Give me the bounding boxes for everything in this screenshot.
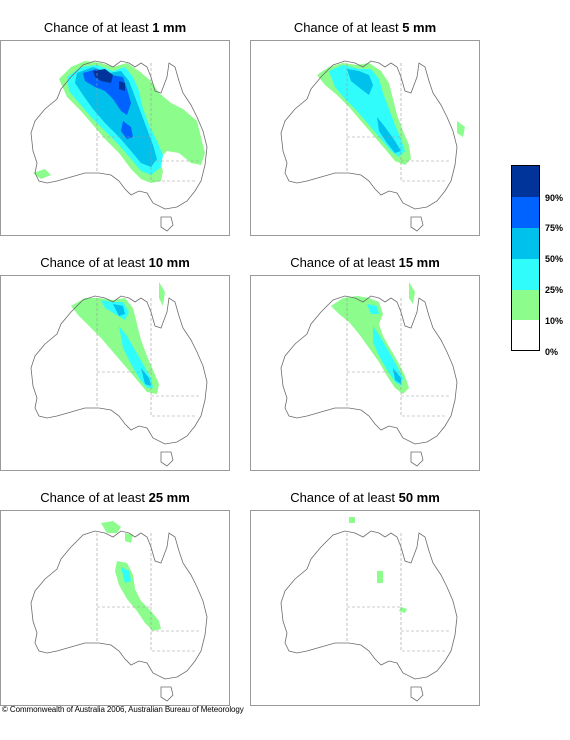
legend-swatch-0 xyxy=(512,320,539,350)
legend-label-50: 50% xyxy=(545,254,564,264)
australia-coastline xyxy=(280,530,458,680)
panel-amount: 1 mm xyxy=(152,20,187,35)
zone-50pct xyxy=(347,69,373,95)
map-panel-5mm: Chance of at least 5 mm xyxy=(250,20,480,270)
zone-90pct xyxy=(119,81,125,91)
panel-amount: 50 mm xyxy=(398,490,440,505)
zone-25pct xyxy=(121,567,131,583)
probability-legend: 90% 75% 50% 25% 10% 0% xyxy=(511,165,570,357)
australia-map xyxy=(30,521,208,702)
legend-swatch-25 xyxy=(512,259,539,290)
tasmania-outline xyxy=(410,216,424,232)
state-borders xyxy=(96,298,201,417)
zone-50pct xyxy=(377,117,401,153)
state-borders xyxy=(346,533,451,652)
zone-10pct xyxy=(399,607,407,613)
zone-75pct xyxy=(83,69,131,115)
zone-10pct xyxy=(101,521,121,533)
panel-title: Chance of at least 50 mm xyxy=(290,490,440,505)
legend-swatch-10 xyxy=(512,290,539,320)
australia-map xyxy=(280,60,465,232)
map-panel-25mm: Chance of at least 25 mm xyxy=(0,490,230,740)
state-borders xyxy=(96,63,201,182)
legend-label-10: 10% xyxy=(545,316,564,326)
zone-10pct xyxy=(457,121,465,137)
map-frame xyxy=(250,510,480,706)
australia-map xyxy=(280,282,458,467)
zone-10pct xyxy=(349,517,355,523)
legend-label-25: 25% xyxy=(545,285,564,295)
zone-10pct xyxy=(33,169,51,179)
panel-title: Chance of at least 25 mm xyxy=(40,490,190,505)
legend-swatch-75 xyxy=(512,197,539,228)
map-panel-10mm: Chance of at least 10 mm xyxy=(0,255,230,505)
zone-25pct xyxy=(373,326,403,386)
zone-10pct xyxy=(377,571,383,583)
australia-coastline xyxy=(280,295,458,445)
tasmania-outline xyxy=(160,686,174,702)
australia-map xyxy=(30,60,208,232)
legend-swatch-50 xyxy=(512,228,539,259)
zone-10pct xyxy=(159,282,165,306)
panel-amount: 10 mm xyxy=(148,255,190,270)
state-borders xyxy=(346,298,451,417)
zone-50pct xyxy=(141,368,151,386)
map-panel-50mm: Chance of at least 50 mm xyxy=(250,490,480,740)
australia-coastline xyxy=(30,530,208,680)
map-frame xyxy=(250,40,480,236)
map-frame xyxy=(0,40,230,236)
zone-90pct xyxy=(93,69,113,83)
zone-25pct xyxy=(367,304,379,314)
zone-10pct xyxy=(125,533,133,543)
australia-map xyxy=(280,517,458,702)
australia-coastline xyxy=(280,60,458,210)
tasmania-outline xyxy=(410,686,424,702)
zone-50pct xyxy=(75,67,157,167)
zone-75pct xyxy=(121,121,133,139)
legend-label-75: 75% xyxy=(545,223,564,233)
map-frame xyxy=(0,510,230,706)
state-borders xyxy=(96,533,201,652)
map-panel-15mm: Chance of at least 15 mm xyxy=(250,255,480,505)
zone-50pct xyxy=(113,304,125,316)
panel-title: Chance of at least 1 mm xyxy=(43,20,187,35)
australia-map xyxy=(30,282,208,467)
copyright-notice: © Commonwealth of Australia 2006, Austra… xyxy=(2,705,244,714)
panel-amount: 15 mm xyxy=(398,255,440,270)
state-borders xyxy=(346,63,451,182)
tasmania-outline xyxy=(160,216,174,232)
panel-amount: 25 mm xyxy=(148,490,190,505)
zone-10pct xyxy=(409,282,415,304)
panel-title: Chance of at least 10 mm xyxy=(40,255,190,270)
legend-swatch-90 xyxy=(512,166,539,197)
panel-title: Chance of at least 15 mm xyxy=(290,255,440,270)
legend-label-0: 0% xyxy=(545,347,559,357)
legend-color-bar xyxy=(511,165,540,351)
map-panel-1mm: Chance of at least 1 mm xyxy=(0,20,230,270)
australia-coastline xyxy=(30,295,208,445)
australia-coastline xyxy=(30,60,208,210)
panel-title: Chance of at least 5 mm xyxy=(293,20,437,35)
map-frame xyxy=(0,275,230,471)
map-frame xyxy=(250,275,480,471)
legend-label-90: 90% xyxy=(545,193,564,203)
tasmania-outline xyxy=(410,451,424,467)
zone-10pct xyxy=(115,561,161,631)
tasmania-outline xyxy=(160,451,174,467)
panel-amount: 5 mm xyxy=(402,20,437,35)
